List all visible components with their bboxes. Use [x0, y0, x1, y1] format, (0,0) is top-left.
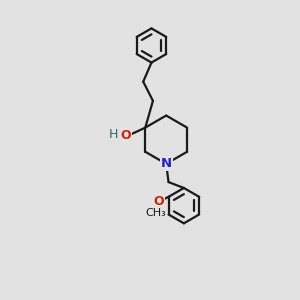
Text: H: H — [109, 128, 119, 142]
Text: O: O — [153, 195, 164, 208]
Text: N: N — [160, 157, 172, 170]
Text: CH₃: CH₃ — [146, 208, 166, 218]
Text: O: O — [120, 129, 131, 142]
